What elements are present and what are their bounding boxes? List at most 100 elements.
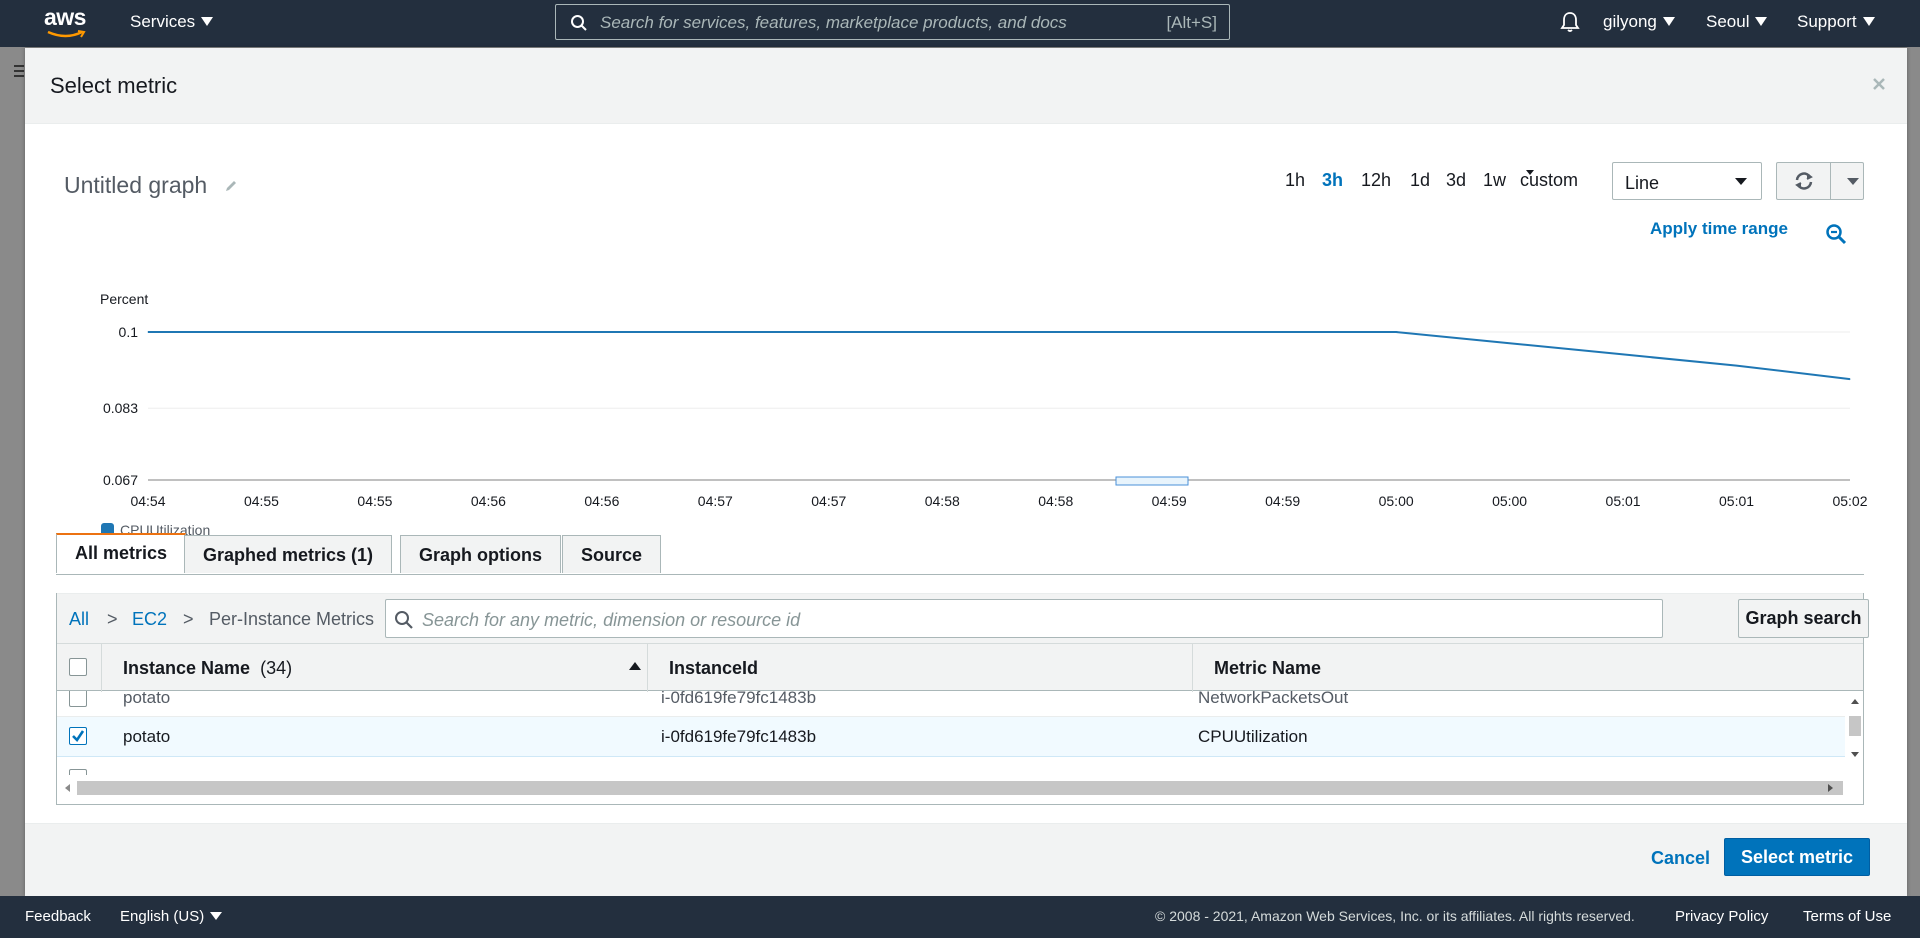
col-instance-id[interactable]: InstanceId: [669, 658, 759, 678]
top-navigation-bar: aws Services Search for services, featur…: [0, 0, 1920, 47]
account-name: gilyong: [1603, 12, 1657, 31]
breadcrumb-ec2[interactable]: EC2: [132, 609, 168, 629]
y-tick-label: 0.067: [103, 472, 138, 488]
data-point: [147, 331, 149, 333]
row-metric-name: NetworkPacketsOut: [1198, 691, 1349, 707]
cancel-button[interactable]: Cancel: [1651, 848, 1711, 868]
zoom-out-icon[interactable]: [1825, 223, 1847, 245]
select-all-checkbox[interactable]: [69, 658, 87, 676]
hamburger-icon[interactable]: [14, 64, 24, 78]
chevron-down-icon: [1862, 17, 1875, 26]
metric-search-placeholder: Search for any metric, dimension or reso…: [422, 610, 801, 630]
tab-divider: [56, 574, 1864, 575]
table-header: Instance Name (34) InstanceId Metric Nam…: [57, 643, 1863, 692]
x-tick-label: 04:57: [811, 493, 846, 509]
breadcrumb-separator: >: [183, 609, 194, 629]
console-footer: Feedback English (US) © 2008 - 2021, Ama…: [0, 896, 1920, 938]
data-point: [1168, 331, 1170, 333]
select-metric-button[interactable]: Select metric: [1724, 838, 1870, 876]
row-instance-id: i-0fd619fe79fc1483b: [661, 727, 817, 746]
column-divider: [101, 644, 102, 692]
vertical-scrollbar[interactable]: [1847, 693, 1863, 763]
time-range-3d[interactable]: 3d: [1446, 170, 1467, 190]
column-divider: [647, 644, 648, 692]
scroll-right-icon[interactable]: [1828, 784, 1833, 792]
refresh-button[interactable]: [1777, 163, 1831, 199]
modal-title: Select metric: [50, 73, 178, 98]
scroll-left-icon[interactable]: [65, 784, 70, 792]
chevron-down-icon: [210, 912, 223, 920]
bell-icon[interactable]: [1558, 10, 1582, 34]
checkmark-icon: [72, 730, 85, 743]
terms-of-use-link[interactable]: Terms of Use: [1803, 908, 1892, 925]
chevron-down-icon: [1662, 17, 1675, 26]
time-range-1h[interactable]: 1h: [1285, 170, 1306, 190]
time-range-3h[interactable]: 3h: [1322, 170, 1344, 190]
support-menu[interactable]: Support: [1797, 12, 1875, 32]
col-instance-name[interactable]: Instance Name (34): [123, 658, 292, 679]
tab-all-metrics[interactable]: All metrics: [56, 533, 187, 573]
cpu-utilization-chart: Percent 0.1 0.083 0.067 04:54 04:55 04:55 04:56…: [100, 291, 1868, 558]
refresh-icon: [1795, 172, 1813, 190]
account-menu[interactable]: gilyong: [1603, 12, 1675, 32]
data-point: [1509, 342, 1511, 344]
row-checkbox[interactable]: [69, 727, 87, 745]
modal-footer: Cancel Select metric: [25, 823, 1907, 896]
close-icon[interactable]: [1871, 76, 1887, 92]
metric-search-input[interactable]: Search for any metric, dimension or reso…: [385, 599, 1663, 638]
caret-down-icon: [1526, 170, 1534, 175]
y-tick-label: 0.1: [119, 324, 139, 340]
chevron-down-icon: [1755, 17, 1768, 26]
breadcrumb-all[interactable]: All: [69, 609, 90, 629]
tab-graphed-metrics[interactable]: Graphed metrics (1): [184, 535, 393, 573]
row-instance-name: potato: [123, 727, 171, 746]
chart-type-select[interactable]: Line: [1612, 162, 1762, 200]
row-checkbox[interactable]: [69, 691, 87, 707]
tab-graph-options[interactable]: Graph options: [400, 535, 561, 573]
language-selector[interactable]: English (US): [120, 908, 223, 925]
apply-time-range-link[interactable]: Apply time range: [1650, 219, 1788, 238]
copyright-text: © 2008 - 2021, Amazon Web Services, Inc.…: [1155, 908, 1635, 924]
time-range-12h[interactable]: 12h: [1361, 170, 1392, 190]
language-label: English (US): [120, 908, 205, 925]
x-tick-label: 04:55: [244, 493, 279, 509]
series-line-cpuutilization: [148, 331, 1851, 381]
x-tick-label: 04:59: [1152, 493, 1187, 509]
aws-logo[interactable]: aws: [44, 4, 90, 40]
region-menu[interactable]: Seoul: [1706, 12, 1768, 32]
x-tick-label: 05:01: [1606, 493, 1641, 509]
row-checkbox[interactable]: [69, 769, 87, 775]
legend-swatch: [101, 523, 114, 536]
pencil-icon[interactable]: [223, 178, 239, 194]
graph-search-button[interactable]: Graph search: [1738, 599, 1869, 638]
global-search-input[interactable]: Search for services, features, marketpla…: [555, 4, 1230, 40]
scrollbar-thumb[interactable]: [77, 781, 1843, 795]
table-body: potato i-0fd619fe79fc1483b NetworkPacket…: [57, 691, 1845, 775]
support-label: Support: [1797, 12, 1857, 31]
feedback-link[interactable]: Feedback: [25, 908, 91, 925]
instance-name-header: Instance Name: [123, 658, 251, 678]
table-row[interactable]: potato i-0fd619fe79fc1483b CPUUtilizatio…: [57, 717, 1845, 757]
sort-ascending-icon[interactable]: [629, 662, 641, 670]
search-shortcut: [Alt+S]: [1166, 13, 1217, 32]
services-menu[interactable]: Services: [130, 12, 214, 32]
global-search-placeholder: Search for services, features, marketpla…: [600, 13, 1067, 32]
col-metric-name[interactable]: Metric Name: [1214, 658, 1322, 678]
table-row[interactable]: potato i-0fd619fe79fc1483b NetworkPacket…: [57, 691, 1845, 717]
services-label: Services: [130, 12, 196, 31]
select-metric-modal: Select metric Untitled graph 1h 3h 12h 1…: [25, 48, 1907, 896]
data-point: [1395, 331, 1397, 333]
row-instance-name: potato: [123, 691, 171, 707]
time-range-1w[interactable]: 1w: [1483, 170, 1507, 190]
horizontal-scrollbar[interactable]: [57, 775, 1863, 803]
time-range-1d[interactable]: 1d: [1410, 170, 1431, 190]
instance-count: (34): [260, 658, 293, 678]
data-point: [487, 331, 489, 333]
privacy-policy-link[interactable]: Privacy Policy: [1675, 908, 1769, 925]
x-tick-label: 05:00: [1379, 493, 1414, 509]
tab-source[interactable]: Source: [562, 535, 662, 573]
x-tick-label: 04:58: [925, 493, 960, 509]
x-tick-label: 05:01: [1719, 493, 1754, 509]
region-name: Seoul: [1706, 12, 1750, 31]
scrollbar-arrows: [1849, 699, 1861, 757]
